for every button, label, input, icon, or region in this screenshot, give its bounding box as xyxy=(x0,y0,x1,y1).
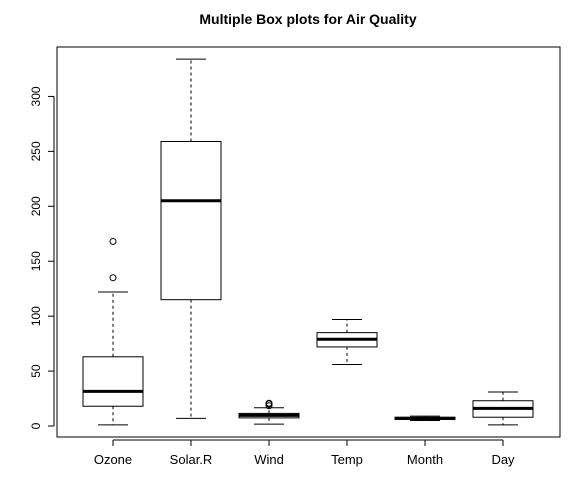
box-group-solar-r xyxy=(160,58,222,419)
y-tick-label: 100 xyxy=(29,306,43,326)
y-tick-label: 0 xyxy=(29,422,43,429)
x-tick-label: Month xyxy=(407,452,443,467)
outlier-point xyxy=(265,399,273,407)
plot-frame xyxy=(56,46,561,438)
outlier-point xyxy=(109,274,117,282)
boxes-layer xyxy=(82,58,534,426)
y-tick-label: 200 xyxy=(29,196,43,216)
x-tick-label: Ozone xyxy=(94,452,132,467)
box-group-day xyxy=(472,391,534,426)
chart-title: Multiple Box plots for Air Quality xyxy=(199,11,416,27)
y-tick-label: 50 xyxy=(29,364,43,378)
x-tick-label: Solar.R xyxy=(170,452,213,467)
x-tick-label: Wind xyxy=(254,452,284,467)
x-tick-label: Temp xyxy=(331,452,363,467)
outlier-point xyxy=(109,237,117,245)
y-tick-label: 250 xyxy=(29,141,43,161)
outlier-point xyxy=(265,402,273,410)
x-axis: Ozone Solar.R Wind Temp Month Day xyxy=(94,439,515,467)
box-group-month xyxy=(394,415,456,422)
box-iqr xyxy=(82,356,144,407)
y-tick-label: 150 xyxy=(29,251,43,271)
box-group-temp xyxy=(316,318,378,365)
y-tick-label: 300 xyxy=(29,86,43,106)
box-group-ozone xyxy=(82,237,144,426)
box-iqr xyxy=(160,140,222,301)
y-axis: 0 50 100 150 200 250 300 xyxy=(29,86,55,429)
x-tick-label: Day xyxy=(491,452,515,467)
box-group-wind xyxy=(238,399,300,425)
